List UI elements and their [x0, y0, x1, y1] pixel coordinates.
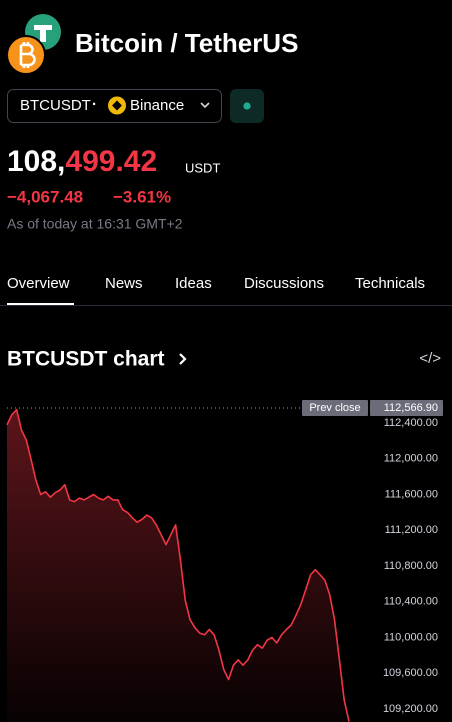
dropdown-chevron [200, 102, 210, 109]
bitcoin-glyph [19, 42, 36, 68]
line [6, 408, 350, 722]
symbol-button[interactable]: BTCUSDT · Binance [7, 89, 222, 123]
embed-icon[interactable]: </> [419, 350, 441, 367]
tab[interactable]: Technicals [355, 275, 425, 292]
binance-glyph [112, 100, 122, 111]
prev-close-value: 112,566.90 [384, 402, 438, 414]
page-title: Bitcoin / TetherUS [75, 28, 298, 58]
area [7, 409, 349, 722]
currency: USDT [185, 160, 220, 175]
tether-glyph [34, 25, 52, 42]
y-tick-label: 112,000.00 [384, 453, 438, 465]
as-of: As of today at 16:31 GMT+2 [7, 216, 183, 232]
y-tick-label: 109,600.00 [383, 667, 438, 679]
prev-close-tag [302, 400, 368, 417]
tab[interactable]: Ideas [175, 275, 212, 292]
status-dot [243, 102, 251, 110]
y-tick-label: 110,000.00 [384, 631, 438, 643]
chart: 109,200.00 109,600.00 110,000.00 110,400.00… [6, 400, 443, 722]
price-change-percent: −3.61% [113, 187, 171, 206]
prev-close-label: Prev close [309, 402, 360, 414]
y-tick-label: 109,200.00 [383, 703, 438, 715]
price: 108,499.42 [7, 145, 157, 178]
prev-close-value-tag [370, 400, 443, 417]
separator: · [92, 96, 97, 113]
price-main: 108, [7, 145, 65, 178]
tab[interactable]: News [105, 275, 143, 292]
button-frame [7, 89, 222, 123]
symbol: BTCUSDT [20, 97, 91, 114]
y-tick-label: 111,600.00 [385, 488, 438, 500]
tab[interactable]: Discussions [244, 275, 324, 292]
y-tick-label: 110,400.00 [384, 596, 438, 608]
y-tick-label: 112,400.00 [384, 417, 438, 429]
y-tick-label: 111,200.00 [385, 524, 438, 536]
section-chevron [179, 353, 187, 365]
exchange: Binance [130, 97, 184, 114]
price-change: −4,067.48 [7, 187, 83, 206]
section-title[interactable]: BTCUSDT chart [7, 348, 165, 371]
y-tick-label: 110,800.00 [384, 560, 438, 572]
tab[interactable]: Overview [7, 275, 70, 292]
price-highlight: 499.42 [65, 145, 157, 178]
